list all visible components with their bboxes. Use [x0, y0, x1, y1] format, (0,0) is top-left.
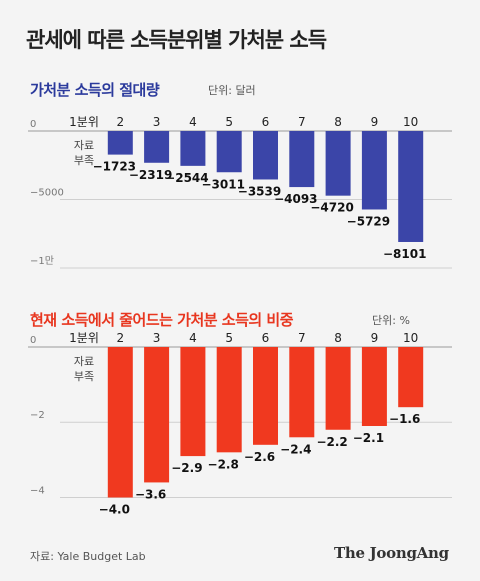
chart2-xtick-label: 9 [371, 331, 379, 345]
chart2-xtick-label: 10 [403, 331, 418, 345]
chart1-value-label: −5729 [347, 214, 390, 228]
chart2-value-label: −2.4 [280, 442, 311, 456]
chart1-ytick-label: −5000 [30, 188, 64, 199]
chart1-value-label: −4093 [274, 192, 317, 206]
chart1-bar [325, 131, 351, 196]
chart2-ytick-label: 0 [30, 335, 36, 346]
chart2-missing-label: 자료 [74, 355, 94, 368]
chart1-value-label: −2544 [165, 171, 208, 185]
chart1-xtick-label: 6 [262, 115, 270, 129]
chart2-bar [398, 347, 424, 408]
chart2-xtick-label: 7 [298, 331, 306, 345]
chart1-xtick-label: 8 [334, 115, 342, 129]
chart2-title: 현재 소득에서 줄어드는 가처분 소득의 비중 [30, 311, 294, 329]
chart1-bar [180, 131, 206, 166]
chart2-value-label: −2.2 [316, 435, 347, 449]
chart2-bar [253, 347, 278, 445]
chart2-value-label: −2.6 [244, 450, 275, 464]
chart2-xtick-label: 4 [189, 331, 197, 345]
chart2-bar [107, 347, 133, 498]
chart2-bar [289, 347, 315, 438]
chart1-bar [253, 131, 278, 180]
chart2-xtick-label: 2 [116, 331, 124, 345]
chart2-xtick-label: 3 [153, 331, 161, 345]
chart1-value-label: −3011 [201, 177, 244, 191]
chart2-bar [325, 347, 351, 430]
chart1-bar [361, 131, 387, 210]
chart2-value-label: −1.6 [389, 412, 420, 426]
chart2-value-label: −3.6 [135, 487, 166, 501]
chart1-value-label: −8101 [383, 247, 426, 261]
chart2-value-label: −2.1 [353, 431, 384, 445]
chart2-bar [216, 347, 242, 453]
chart1-xtick-label: 9 [371, 115, 379, 129]
chart2-xtick-label: 5 [225, 331, 233, 345]
source-note: 자료: Yale Budget Lab [30, 550, 146, 563]
chart2-value-label: −2.8 [208, 457, 239, 471]
brand-logo: The JoongAng [334, 544, 449, 562]
chart1-missing-label: 자료 [74, 139, 94, 152]
chart1-unit: 단위: 달러 [208, 84, 256, 97]
chart2-xtick-label: 8 [334, 331, 342, 345]
chart2-ytick-label: −4 [30, 485, 45, 496]
chart2-missing-label: 부족 [74, 370, 94, 383]
chart1-bar [107, 131, 133, 155]
chart1-xtick-label: 10 [403, 115, 418, 129]
chart1-value-label: −4720 [310, 201, 353, 215]
chart1-ytick-label: −1만 [30, 255, 54, 267]
chart2-xtick-label: 1분위 [69, 331, 99, 345]
page-title: 관세에 따른 소득분위별 가처분 소득 [26, 28, 327, 52]
chart2-bar [144, 347, 170, 483]
chart1-value-label: −1723 [93, 160, 136, 174]
chart1-xtick-label: 1분위 [69, 115, 99, 129]
chart1-xtick-label: 7 [298, 115, 306, 129]
chart2-unit: 단위: % [372, 314, 410, 327]
chart1-xtick-label: 5 [225, 115, 233, 129]
chart1-ytick-label: 0 [30, 119, 36, 130]
chart1-title: 가처분 소득의 절대량 [30, 81, 160, 99]
chart2-bar [361, 347, 387, 426]
chart1-bar [398, 131, 424, 242]
chart1-value-label: −3539 [238, 184, 281, 198]
chart1-bar [144, 131, 170, 163]
chart2-value-label: −4.0 [99, 502, 130, 516]
chart2-xtick-label: 6 [262, 331, 270, 345]
chart2-ytick-label: −2 [30, 410, 45, 421]
chart1-missing-label: 부족 [74, 154, 94, 167]
chart1-xtick-label: 4 [189, 115, 197, 129]
chart1-xtick-label: 3 [153, 115, 161, 129]
chart1-xtick-label: 2 [116, 115, 124, 129]
chart1-value-label: −2319 [129, 168, 172, 182]
chart1-bar [216, 131, 242, 173]
chart2-value-label: −2.9 [171, 461, 202, 475]
chart2-bar [180, 347, 206, 457]
chart1-bar [289, 131, 315, 188]
